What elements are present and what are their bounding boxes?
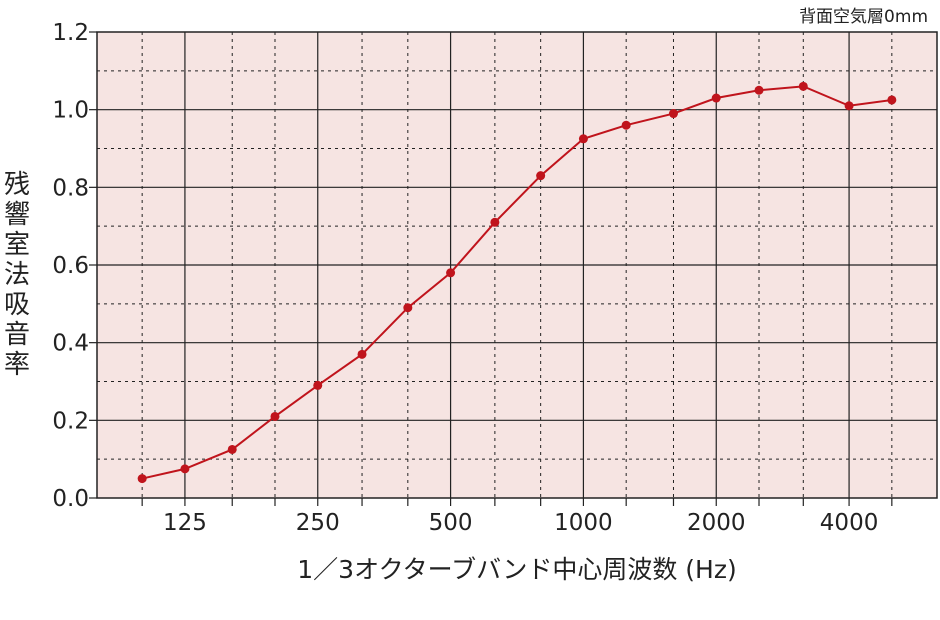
y-tick-label: 0.0 — [52, 486, 89, 512]
data-point — [711, 93, 721, 103]
y-tick-label: 0.6 — [52, 253, 89, 279]
y-axis-label-char: 音 — [3, 320, 30, 350]
y-tick-label: 0.4 — [52, 331, 89, 357]
x-tick-label: 500 — [429, 510, 473, 536]
data-point — [754, 85, 764, 95]
y-axis-label-char: 吸 — [3, 290, 30, 320]
data-point — [887, 95, 897, 105]
y-tick-label: 0.8 — [52, 175, 89, 201]
y-axis-label-char: 率 — [3, 350, 30, 380]
x-tick-label: 125 — [163, 510, 207, 536]
data-point — [490, 217, 500, 227]
series-line — [141, 85, 892, 480]
data-point — [621, 120, 631, 130]
y-axis-label-char: 残 — [3, 170, 30, 200]
y-axis-label-char: 響 — [3, 200, 30, 230]
data-point — [357, 349, 367, 359]
data-point — [844, 101, 854, 111]
data-point — [798, 81, 808, 91]
data-point — [227, 444, 237, 454]
data-point — [578, 134, 588, 144]
x-tick-label: 250 — [296, 510, 340, 536]
data-point — [313, 380, 323, 390]
data-point — [270, 411, 280, 421]
data-point — [180, 464, 190, 474]
x-tick-label: 1000 — [554, 510, 613, 536]
data-point — [137, 474, 147, 484]
y-tick-label: 0.2 — [52, 408, 89, 434]
data-point — [403, 303, 413, 313]
x-tick-label: 2000 — [687, 510, 746, 536]
data-point — [446, 268, 456, 278]
data-point — [668, 109, 678, 119]
y-axis-label-char: 室 — [3, 230, 30, 260]
series-group — [137, 81, 897, 484]
x-tick-label: 4000 — [820, 510, 879, 536]
chart-subtitle: 背面空気層0mm — [799, 7, 928, 27]
x-axis-label: 1／3オクターブバンド中心周波数 (Hz) — [297, 555, 737, 584]
y-tick-label: 1.0 — [52, 98, 89, 124]
y-axis-ticks: 0.0 0.2 0.4 0.6 0.8 1.0 1.2 — [52, 20, 97, 512]
data-point — [536, 171, 546, 181]
y-axis-label-char: 法 — [3, 260, 30, 290]
x-axis-ticks: 125 250 500 1000 2000 4000 — [141, 498, 893, 536]
y-axis-label: 残響室法吸音率 — [0, 170, 34, 380]
y-tick-label: 1.2 — [52, 20, 89, 46]
